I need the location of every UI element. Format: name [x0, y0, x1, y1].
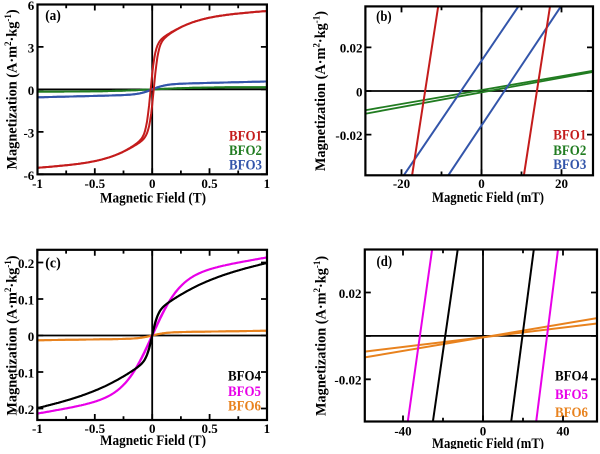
svg-text:BFO2: BFO2 — [553, 143, 586, 159]
svg-text:3: 3 — [28, 41, 35, 56]
svg-text:BFO5: BFO5 — [555, 387, 588, 403]
svg-text:Magnetization (A·m2·kg-1): Magnetization (A·m2·kg-1) — [3, 9, 20, 169]
svg-text:(c): (c) — [45, 256, 61, 272]
svg-text:-0.5: -0.5 — [85, 421, 106, 436]
svg-text:-0.1: -0.1 — [14, 366, 35, 381]
svg-text:Magnetic Field (mT): Magnetic Field (mT) — [432, 190, 544, 206]
svg-text:0: 0 — [480, 424, 487, 439]
svg-text:0.5: 0.5 — [201, 176, 218, 191]
svg-text:BFO1: BFO1 — [229, 128, 262, 144]
svg-text:BFO6: BFO6 — [228, 399, 261, 415]
svg-text:(a): (a) — [45, 8, 61, 24]
svg-text:0: 0 — [149, 421, 156, 436]
svg-text:20: 20 — [555, 176, 568, 191]
svg-text:BFO3: BFO3 — [229, 157, 262, 173]
svg-text:-3: -3 — [23, 126, 34, 141]
svg-text:BFO4: BFO4 — [555, 369, 588, 385]
svg-text:-6: -6 — [23, 168, 34, 183]
svg-text:1: 1 — [264, 176, 271, 191]
svg-text:BFO4: BFO4 — [228, 369, 261, 385]
svg-text:BFO5: BFO5 — [228, 384, 261, 400]
svg-text:BFO3: BFO3 — [553, 157, 586, 173]
svg-text:BFO6: BFO6 — [555, 405, 588, 421]
svg-text:Magnetization (A·m2·kg-1): Magnetization (A·m2·kg-1) — [312, 11, 329, 171]
svg-text:Magnetic Field (T): Magnetic Field (T) — [100, 190, 206, 206]
svg-text:-0.02: -0.02 — [335, 128, 362, 143]
svg-text:-1: -1 — [32, 176, 43, 191]
svg-text:Magnetic Field (T): Magnetic Field (T) — [100, 433, 206, 449]
svg-text:0.2: 0.2 — [18, 256, 34, 271]
svg-text:Magnetization (A·m2·kg-1): Magnetization (A·m2·kg-1) — [3, 255, 20, 415]
svg-text:BFO2: BFO2 — [229, 143, 262, 159]
svg-text:Magnetic Field (mT): Magnetic Field (mT) — [432, 436, 544, 449]
svg-text:Magnetization (A·m2·kg-1): Magnetization (A·m2·kg-1) — [312, 256, 329, 416]
svg-text:0.02: 0.02 — [340, 41, 363, 56]
svg-text:0: 0 — [28, 83, 35, 98]
svg-text:-0.02: -0.02 — [334, 373, 361, 388]
svg-text:-0.5: -0.5 — [85, 176, 106, 191]
svg-text:(d): (d) — [377, 254, 393, 270]
svg-text:0: 0 — [478, 176, 485, 191]
svg-text:-20: -20 — [393, 176, 410, 191]
svg-text:0.1: 0.1 — [18, 293, 34, 308]
svg-text:0.5: 0.5 — [201, 421, 218, 436]
svg-text:0: 0 — [28, 329, 35, 344]
svg-text:1: 1 — [264, 421, 271, 436]
svg-text:0: 0 — [356, 84, 363, 99]
svg-text:BFO1: BFO1 — [553, 128, 586, 144]
svg-text:(b): (b) — [376, 9, 392, 25]
svg-text:40: 40 — [557, 424, 570, 439]
svg-text:-40: -40 — [394, 424, 411, 439]
svg-text:6: 6 — [28, 0, 35, 13]
svg-text:-1: -1 — [32, 421, 43, 436]
svg-text:-0.2: -0.2 — [14, 402, 35, 417]
svg-text:0.02: 0.02 — [339, 286, 362, 301]
svg-text:0: 0 — [149, 176, 156, 191]
